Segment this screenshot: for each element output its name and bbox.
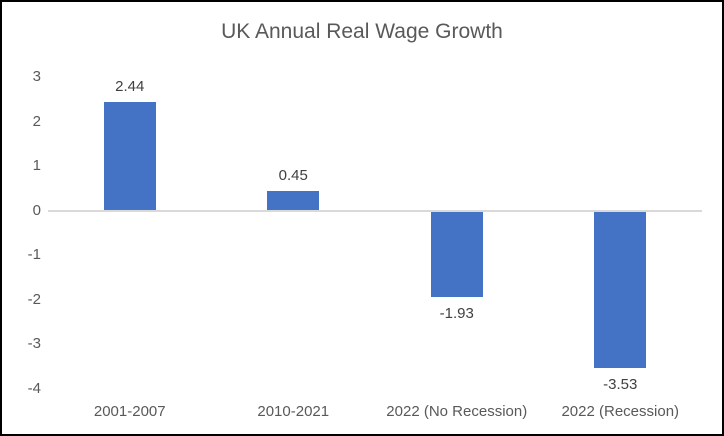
chart-title: UK Annual Real Wage Growth [221,20,503,43]
y-axis-tick-label: -1 [27,246,41,264]
x-category-label: 2001-2007 [93,403,166,420]
x-category-label: 2022 (Recession) [561,403,680,420]
bar-value-label: -1.93 [439,304,474,322]
bar-4 [594,211,647,369]
x-category-label: 2010-2021 [257,403,330,420]
y-axis-tick-label: 3 [32,68,41,85]
y-axis-tick-label: -2 [27,290,41,308]
zero-axis-line [48,209,702,212]
y-axis-tick-label: -3 [27,335,41,353]
y-axis-tick-label: 2 [32,112,41,130]
bar-2 [267,190,320,210]
bar-value-label: -3.53 [603,376,638,394]
plot-area: 3 2 1 0 -1 -2 -3 -4 2.44 2001-2007 0.45 2010-2021 -1… [28,68,702,420]
bar-3 [430,211,483,297]
y-axis-tick-label: 0 [32,201,41,219]
y-axis-tick-label: -4 [27,380,41,397]
x-category-label: 2022 (No Recession) [386,403,528,420]
y-axis-tick-label: 1 [32,157,41,175]
bar-value-label: 0.45 [278,166,308,184]
bar-value-label: 2.44 [115,77,145,95]
bar-1 [103,101,156,210]
